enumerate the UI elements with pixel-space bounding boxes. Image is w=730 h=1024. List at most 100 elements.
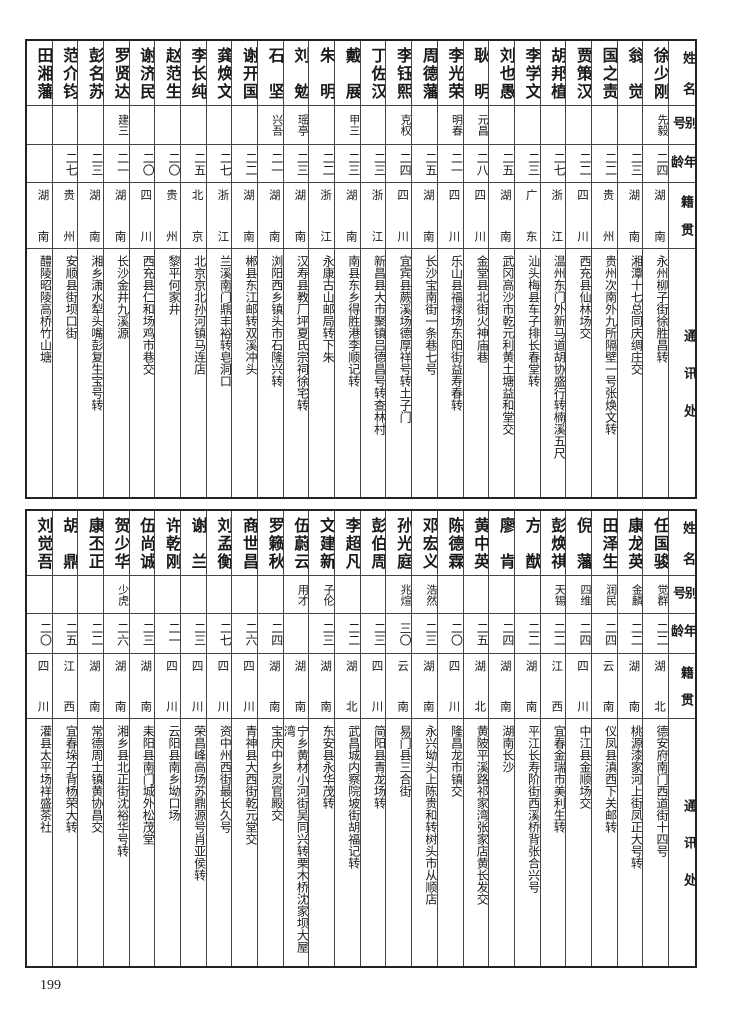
cell-address: 西充县仙林场交	[566, 249, 591, 497]
table-row: 谢兰 二三 四川 荣昌峰高场苏鼎源号肖亚侯转	[179, 511, 206, 966]
cell-origin: 湖南	[643, 183, 668, 249]
age-text: 二〇	[38, 621, 52, 646]
table-row: 石坚 兴吾 二一 湖南 浏阳西乡镇头市石隆兴转	[257, 41, 283, 497]
cell-origin: 湖南	[283, 654, 309, 719]
address-text: 易门县三合街	[398, 725, 412, 797]
cell-name: 刘孟衡	[206, 511, 232, 576]
cell-address: 汉寿县教厂坪夏氏宗祠徐宅转	[284, 249, 308, 497]
cell-alias: 润民	[591, 576, 617, 614]
age-text: 二三	[526, 151, 540, 176]
alias-text: 润民	[604, 583, 617, 606]
age-text: 二一	[166, 621, 180, 646]
header-age: 年龄	[669, 614, 695, 654]
age-text: 二二	[346, 621, 360, 646]
cell-alias	[309, 106, 335, 145]
origin-text: 江西	[550, 660, 565, 712]
address-text: 黎平何家井	[166, 255, 180, 315]
name-text: 胡邦植	[548, 47, 566, 99]
header-age-label: 年龄	[669, 155, 695, 168]
name-text: 孙光庭	[394, 517, 412, 569]
name-text: 李光荣	[445, 47, 463, 99]
header-origin: 籍贯	[669, 183, 695, 249]
age-text: 二三	[321, 621, 335, 646]
cell-alias: 甲三	[335, 106, 360, 145]
table-row: 龚焕文 二七 浙江 兰溪南门鼎丰裕转皂洞口	[205, 41, 232, 497]
address-text: 黄陂平溪路祁家湾张家店黄长发交	[475, 725, 489, 905]
cell-alias	[180, 106, 206, 145]
address-text: 长沙金井九溪源	[115, 255, 129, 339]
cell-origin: 四川	[566, 654, 591, 719]
cell-age: 三〇	[386, 614, 412, 654]
name-text: 丁佐汉	[368, 47, 386, 99]
name-text: 范介钧	[60, 47, 78, 99]
header-column: 姓名 别号 年龄 籍贯 通讯处	[668, 511, 695, 966]
cell-address: 桃源漆家河上街凤正大号转	[618, 719, 642, 966]
table-row: 刘勉 瑶亭 二三 湖南 汉寿县教厂坪夏氏宗祠徐宅转	[282, 41, 309, 497]
origin-text: 四川	[575, 189, 590, 242]
cell-age: 二一	[155, 614, 180, 654]
origin-text: 湖南	[87, 189, 102, 242]
age-text: 二七	[552, 151, 566, 176]
roster-table-bottom: 姓名 别号 年龄 籍贯 通讯处 任国骏 觉群 二二 湖北 德安府南门西道街十四号 康龙英 金麟 二二 湖南…	[25, 509, 697, 968]
table-row: 谢济民 二〇 四川 西充县仁和场鸡市巷交	[128, 41, 155, 497]
origin-text: 湖南	[267, 660, 282, 712]
origin-text: 湖北	[344, 660, 359, 712]
alias-text: 少虎	[116, 583, 129, 606]
address-text: 宜宾县蕨溪场德厚祥号转土子门	[398, 255, 412, 423]
header-alias: 别号	[669, 576, 695, 614]
table-row: 孙光庭 兆煊 三〇 云南 易门县三合街	[385, 511, 412, 966]
alias-text: 金麟	[630, 583, 643, 606]
cell-origin: 四川	[437, 654, 463, 719]
alias-text: 兆煊	[399, 583, 412, 606]
address-text: 武昌城内察院坡街胡福记转	[346, 725, 360, 869]
alias-text: 先毅	[656, 114, 668, 136]
cell-alias: 觉群	[643, 576, 668, 614]
origin-text: 湖南	[498, 189, 513, 242]
cell-alias	[180, 576, 206, 614]
cell-name: 刘勉	[283, 41, 309, 106]
table-row: 康龙英 金麟 二二 湖南 桃源漆家河上街凤正大号转	[616, 511, 643, 966]
header-column: 姓名 别号 年龄 籍贯 通讯处	[668, 41, 695, 497]
address-text: 灌县太平场祥盛茶社	[38, 725, 52, 833]
cell-name: 李学文	[514, 41, 540, 106]
name-text: 田泽生	[599, 517, 617, 569]
cell-address: 兰溪南门鼎丰裕转皂洞口	[207, 249, 231, 497]
cell-name: 徐少刚	[643, 41, 668, 106]
age-text: 二三	[295, 151, 309, 176]
cell-origin: 四川	[206, 654, 232, 719]
age-text: 二四	[655, 151, 668, 176]
origin-text: 湖南	[113, 189, 128, 242]
cell-address: 温州东门外新马道胡协盛行转楠溪五尺	[541, 249, 565, 497]
address-text: 贵州次南外九所隔壁一号张焕文转	[603, 255, 617, 435]
cell-name: 谢兰	[180, 511, 206, 576]
alias-text: 建三	[116, 114, 129, 136]
header-age-label: 年龄	[669, 624, 695, 637]
cell-age: 二四	[591, 614, 617, 654]
table-row: 邓宏义 浩然 二三 湖南 永兴坳头上陈贵和转树头市从顺店	[411, 511, 437, 966]
cell-alias	[52, 576, 78, 614]
header-name-label: 姓名	[680, 51, 695, 95]
age-text: 二三	[423, 621, 437, 646]
cell-age: 二五	[52, 614, 78, 654]
cell-address: 西充县仁和场鸡市巷交	[130, 249, 154, 497]
address-text: 隆昌龙市镇交	[449, 725, 463, 797]
age-text: 二五	[475, 621, 489, 646]
cell-address: 湘乡潇水犁头嘴彭复生宝号转	[78, 249, 103, 497]
origin-text: 四川	[242, 660, 256, 712]
name-text: 罗籁秋	[265, 517, 283, 569]
cell-age: 二五	[489, 145, 514, 183]
age-text: 三〇	[398, 621, 412, 646]
name-text: 倪藩	[573, 517, 591, 569]
cell-alias: 瑶亭	[283, 106, 309, 145]
alias-text: 浩然	[424, 583, 437, 606]
address-text: 醴陵昭陵高桥竹山塘	[38, 255, 52, 363]
cell-origin: 湖南	[335, 183, 360, 249]
cell-alias: 浩然	[412, 576, 437, 614]
cell-name: 孙光庭	[386, 511, 412, 576]
origin-text: 湖南	[421, 660, 436, 712]
age-text: 二二	[629, 621, 643, 646]
cell-alias: 建三	[103, 106, 129, 145]
cell-age: 二二	[232, 145, 257, 183]
cell-age: 二二	[617, 614, 643, 654]
cell-name: 龚焕文	[206, 41, 232, 106]
